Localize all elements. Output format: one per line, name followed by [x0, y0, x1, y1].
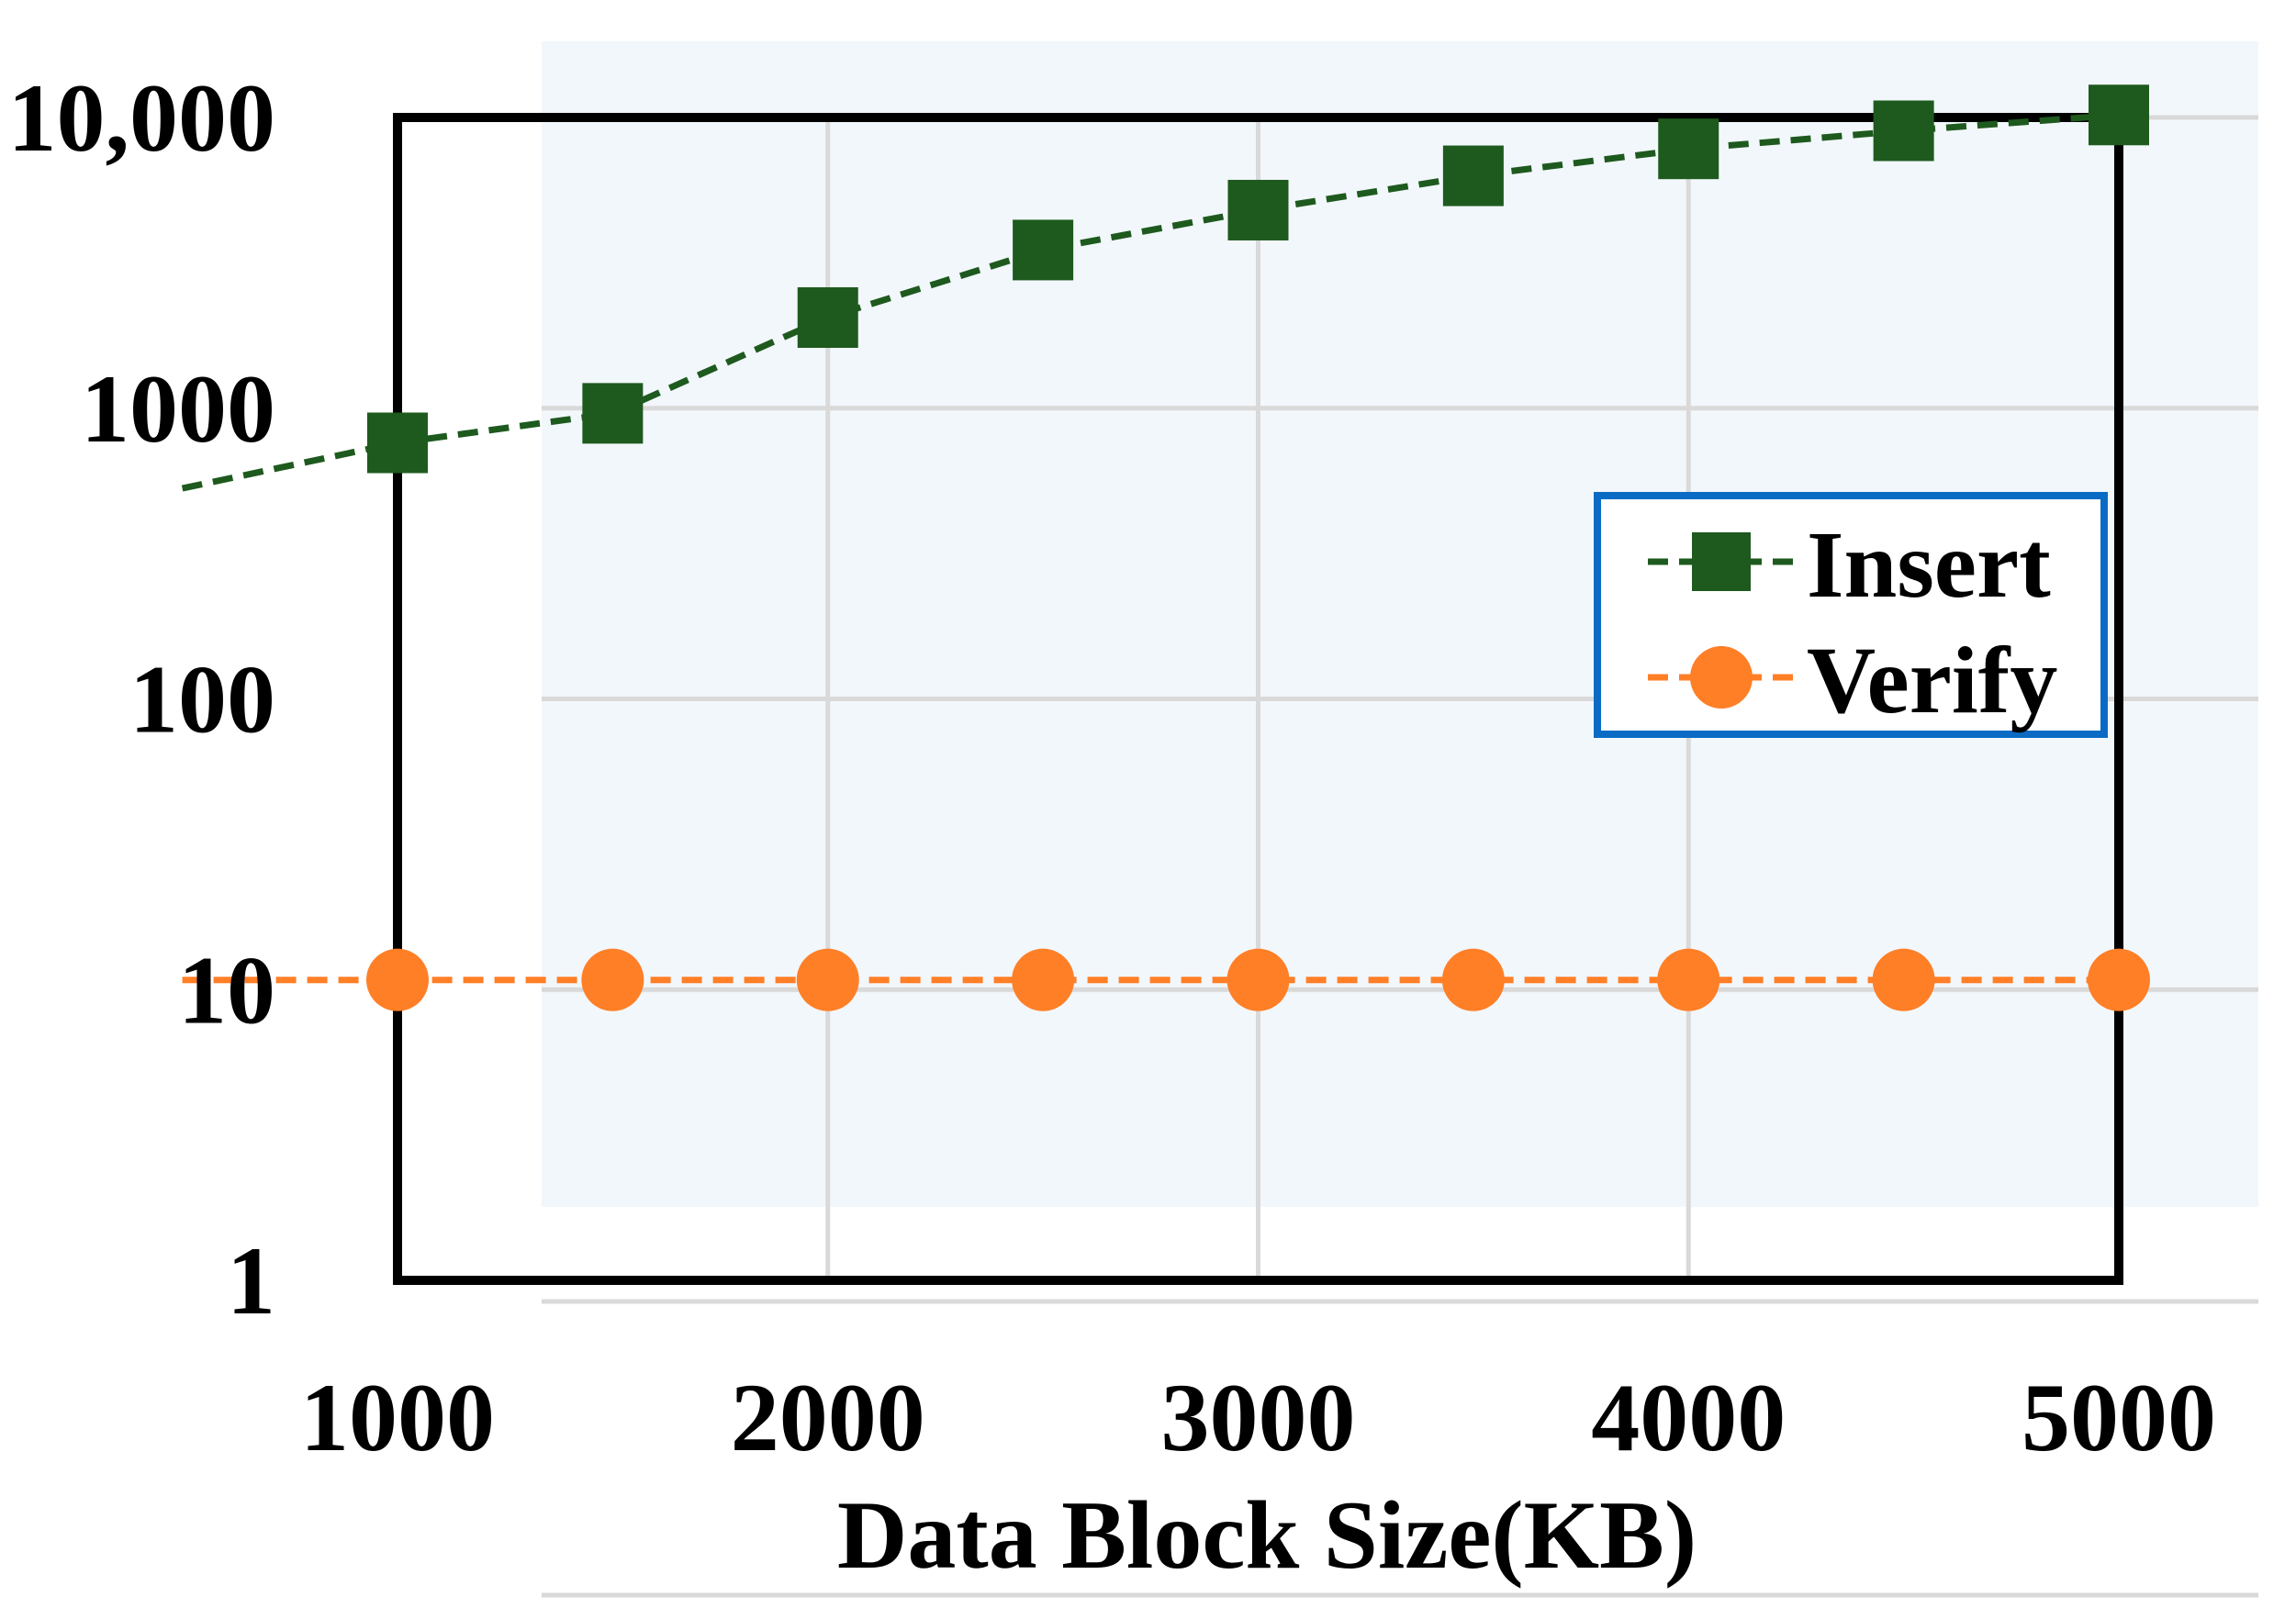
insert-point	[1013, 219, 1074, 281]
legend-item-verify: Verify	[1648, 628, 2057, 733]
verify-point	[1012, 948, 1075, 1011]
series-line-insert	[181, 111, 2120, 492]
y-tick-label: 100	[129, 646, 275, 754]
verify-point	[1657, 948, 1720, 1011]
insert-point	[1442, 145, 1504, 207]
legend-verify-marker	[1690, 646, 1753, 709]
y-tick-label: 10,000	[8, 64, 276, 172]
legend-item-insert: Insert	[1648, 512, 2051, 618]
y-tick-label: 1	[227, 1227, 275, 1334]
verify-point	[581, 948, 644, 1011]
insert-point	[1227, 179, 1289, 240]
y-tick-label: 10	[178, 936, 275, 1044]
y-axis-ticks: 1 10 100 1000 10,000	[8, 64, 276, 1334]
y-tick-label: 1000	[81, 355, 275, 463]
x-axis-ticks: 1000 2000 3000 4000 5000	[300, 1364, 2216, 1471]
insert-point	[1658, 118, 1719, 180]
legend: Insert Verify	[1594, 492, 2108, 738]
insert-point	[2089, 84, 2149, 146]
verify-point	[796, 948, 859, 1011]
verify-point	[1872, 948, 1935, 1011]
insert-point	[797, 287, 858, 349]
x-tick-label: 2000	[731, 1364, 925, 1471]
series-layer	[181, 84, 2150, 1011]
x-tick-label: 5000	[2022, 1364, 2216, 1471]
plot-frame	[393, 113, 2123, 1285]
verify-point	[1226, 948, 1290, 1011]
insert-point	[367, 412, 428, 474]
x-tick-label: 3000	[1161, 1364, 1356, 1471]
insert-point	[1873, 100, 1934, 162]
legend-verify-label: Verify	[1807, 628, 2057, 733]
verify-point	[1441, 948, 1505, 1011]
legend-insert-marker	[1692, 532, 1751, 591]
insert-point	[582, 383, 644, 444]
x-axis-title: Data Block Size(KB)	[837, 1481, 1697, 1589]
legend-box	[1594, 492, 2108, 738]
x-tick-label: 1000	[300, 1364, 495, 1471]
verify-point	[2088, 948, 2150, 1011]
legend-insert-label: Insert	[1807, 512, 2051, 618]
verify-point	[366, 948, 429, 1011]
x-tick-label: 4000	[1591, 1364, 1786, 1471]
